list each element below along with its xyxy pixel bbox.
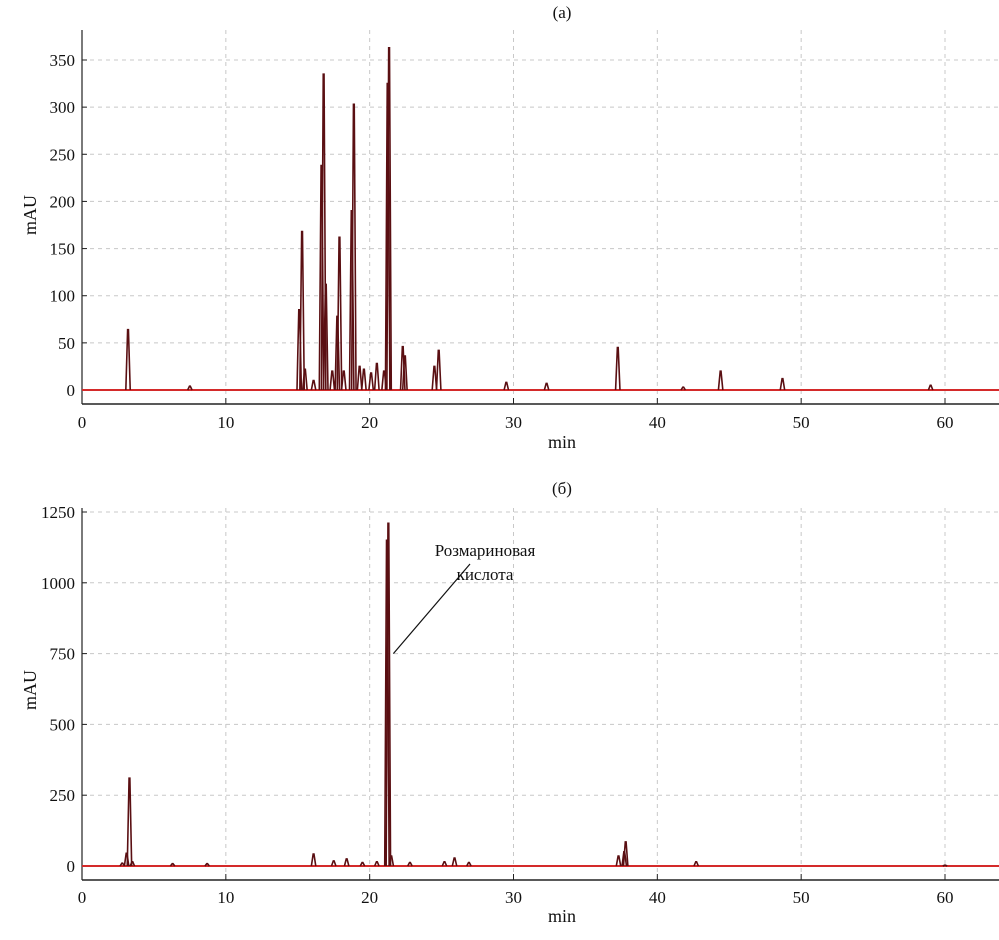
x-tick-label: 30 bbox=[505, 888, 522, 907]
annotation-label-line2: кислота bbox=[457, 565, 514, 584]
y-tick-label: 250 bbox=[50, 786, 76, 805]
peak bbox=[942, 864, 948, 867]
y-tick-label: 250 bbox=[50, 145, 76, 164]
peak bbox=[615, 855, 622, 867]
peak bbox=[359, 861, 366, 867]
peak bbox=[388, 855, 395, 867]
peak bbox=[466, 861, 472, 867]
x-tick-label: 50 bbox=[793, 888, 810, 907]
y-tick-label: 1000 bbox=[41, 574, 75, 593]
y-axis-label: mAU bbox=[20, 670, 40, 710]
peak bbox=[169, 862, 176, 867]
panel-title: (a) bbox=[553, 3, 572, 22]
peak bbox=[330, 860, 337, 867]
x-tick-label: 10 bbox=[217, 413, 234, 432]
annotation-leader-line bbox=[392, 563, 471, 654]
peak bbox=[614, 346, 621, 391]
x-tick-label: 0 bbox=[78, 413, 87, 432]
y-tick-label: 300 bbox=[50, 98, 76, 117]
peak bbox=[125, 328, 132, 391]
peak bbox=[350, 103, 357, 391]
peak bbox=[126, 777, 133, 867]
x-axis-label: min bbox=[548, 432, 576, 452]
panel-title: (б) bbox=[552, 479, 572, 498]
peak bbox=[451, 857, 458, 867]
peak bbox=[435, 349, 442, 391]
peak bbox=[622, 841, 629, 867]
peak bbox=[373, 362, 380, 391]
panel-a-chart: 0 50 100 150 200 250 300 350 0 10 20 30 40 50 60 (a) min… bbox=[20, 3, 999, 452]
peak bbox=[373, 860, 380, 867]
peak bbox=[407, 861, 413, 867]
y-axis-label: mAU bbox=[20, 195, 40, 235]
peak bbox=[779, 377, 786, 391]
x-tick-label: 40 bbox=[649, 413, 666, 432]
peak bbox=[320, 73, 327, 391]
x-tick-label: 20 bbox=[361, 888, 378, 907]
peak bbox=[301, 368, 308, 391]
x-tick-label: 50 bbox=[793, 413, 810, 432]
peak bbox=[927, 384, 934, 391]
x-tick-label: 30 bbox=[505, 413, 522, 432]
peak bbox=[322, 283, 329, 391]
peak bbox=[431, 365, 438, 391]
peak bbox=[441, 860, 448, 867]
peak bbox=[204, 862, 210, 867]
peak bbox=[543, 382, 550, 391]
peak bbox=[310, 853, 317, 867]
y-tick-label: 200 bbox=[50, 192, 76, 211]
x-tick-label: 20 bbox=[361, 413, 378, 432]
y-tick-label: 350 bbox=[50, 51, 76, 70]
y-tick-label: 150 bbox=[50, 240, 76, 259]
peak bbox=[186, 385, 193, 391]
x-axis-label: min bbox=[548, 906, 576, 926]
peak bbox=[129, 860, 136, 867]
peak bbox=[401, 355, 408, 391]
y-tick-label: 500 bbox=[50, 715, 76, 734]
peak bbox=[368, 372, 375, 391]
peak bbox=[384, 82, 391, 391]
y-tick-label: 100 bbox=[50, 287, 76, 306]
peak bbox=[343, 858, 350, 867]
peak bbox=[360, 368, 367, 391]
peak bbox=[386, 46, 393, 391]
x-tick-label: 60 bbox=[937, 888, 954, 907]
x-tick-label: 0 bbox=[78, 888, 87, 907]
peak bbox=[119, 862, 126, 867]
x-tick-label: 40 bbox=[649, 888, 666, 907]
peak bbox=[680, 386, 687, 391]
y-tick-label: 750 bbox=[50, 645, 76, 664]
peak bbox=[336, 236, 343, 391]
y-tick-label: 0 bbox=[67, 381, 76, 400]
x-tick-label: 10 bbox=[217, 888, 234, 907]
peak bbox=[383, 539, 390, 867]
peak bbox=[717, 370, 724, 391]
y-tick-label: 0 bbox=[67, 857, 76, 876]
y-tick-label: 1250 bbox=[41, 503, 75, 522]
panel-b-chart: 0 250 500 750 1000 1250 0 10 20 30 40 50 60 (б) min mAU… bbox=[20, 479, 999, 926]
peak bbox=[334, 315, 341, 391]
peak bbox=[693, 860, 700, 867]
peak bbox=[310, 379, 317, 391]
peak bbox=[340, 370, 347, 391]
peak bbox=[503, 381, 510, 391]
peak bbox=[356, 365, 363, 391]
y-tick-label: 50 bbox=[58, 334, 75, 353]
peak bbox=[329, 370, 336, 391]
x-tick-label: 60 bbox=[937, 413, 954, 432]
peak bbox=[385, 522, 392, 867]
peak bbox=[299, 230, 306, 391]
annotation-label-line1: Розмариновая bbox=[435, 541, 536, 560]
